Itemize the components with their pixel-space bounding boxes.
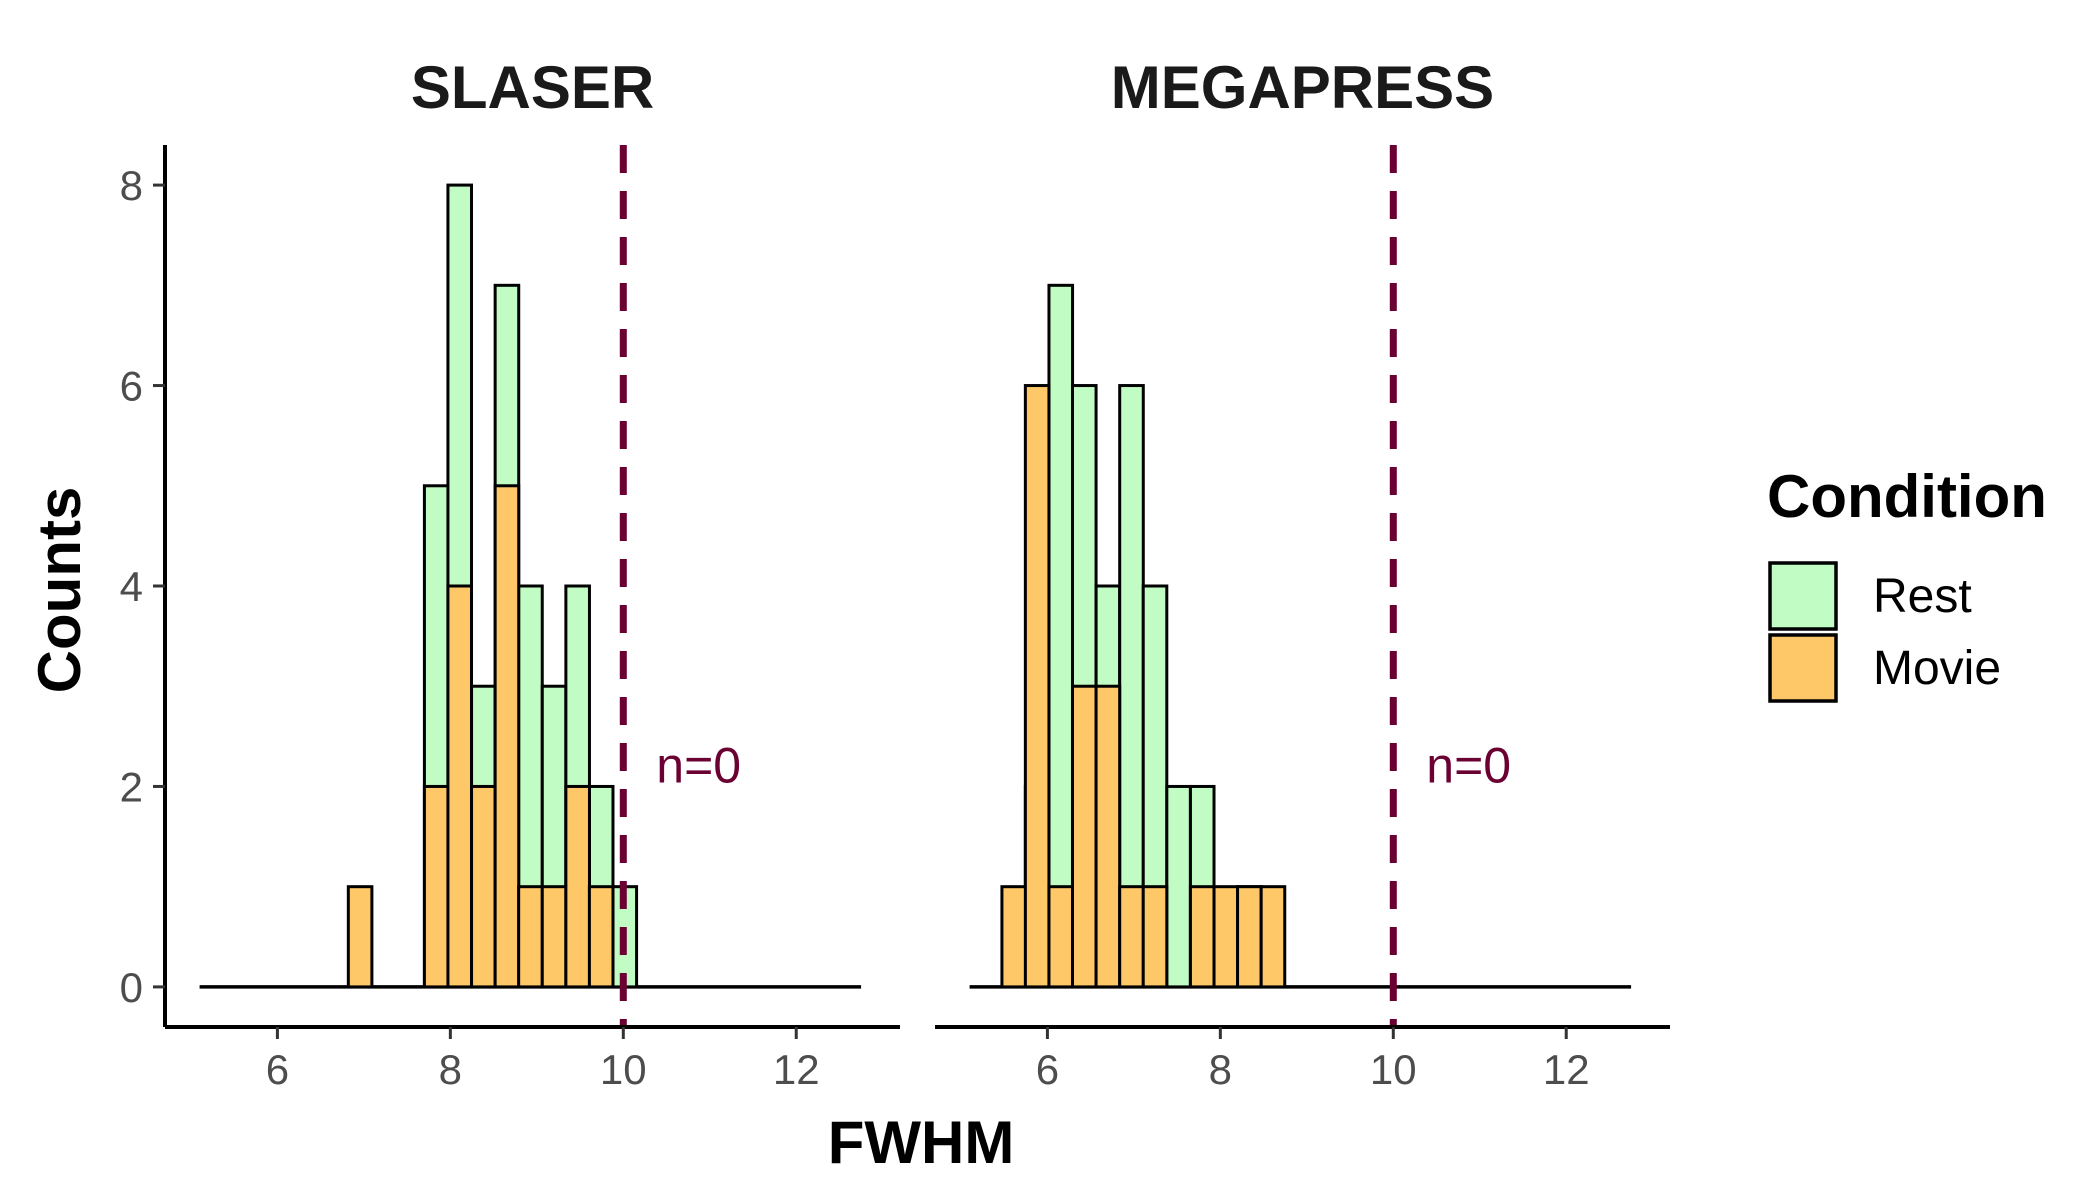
- y-axis-title: Counts: [26, 487, 93, 694]
- y-tick-label: 4: [120, 563, 143, 610]
- count-annotation: n=0: [1426, 737, 1511, 793]
- histogram-bar: [493, 484, 521, 989]
- histogram-bar: [1070, 684, 1098, 989]
- histogram-bar: [1023, 384, 1051, 989]
- x-tick-label: 10: [600, 1046, 647, 1093]
- histogram-bar: [1000, 885, 1028, 989]
- histogram-bar: [1047, 283, 1075, 989]
- panel-title: SLASER: [411, 54, 654, 121]
- x-tick-label: 10: [1370, 1046, 1417, 1093]
- legend: Condition Rest Movie: [1767, 463, 2047, 703]
- histogram-bar: [540, 885, 568, 989]
- legend-label-movie: Movie: [1873, 642, 2001, 695]
- x-axis-title: FWHM: [828, 1109, 1015, 1176]
- x-tick-label: 12: [773, 1046, 820, 1093]
- histogram-bar: [1094, 684, 1122, 989]
- legend-title: Condition: [1767, 463, 2047, 530]
- x-tick-label: 8: [1209, 1046, 1232, 1093]
- y-tick-label: 8: [120, 162, 143, 209]
- count-annotation: n=0: [656, 737, 741, 793]
- histogram-bar: [1165, 784, 1192, 989]
- histogram-bar: [517, 885, 544, 989]
- histogram-bar: [422, 784, 450, 989]
- histogram-bar: [446, 584, 474, 989]
- series-rest: [1023, 283, 1263, 989]
- x-tick-label: 6: [266, 1046, 289, 1093]
- histogram-bar: [1047, 885, 1075, 989]
- y-tick-label: 6: [120, 363, 143, 410]
- histogram-bar: [1118, 885, 1145, 989]
- legend-swatch-rest: [1768, 561, 1838, 631]
- panel-megapress: MEGAPRESS n=0 6 8 10 12: [935, 54, 1670, 1093]
- histogram-bar: [1236, 885, 1263, 989]
- series-movie: [1000, 384, 1287, 989]
- histogram-bar: [470, 784, 497, 989]
- histogram-bar: [346, 885, 374, 989]
- panel-slaser: SLASER n=0 6 8 10 12 0 2 4 6 8: [120, 54, 900, 1093]
- histogram-bar: [1212, 885, 1240, 989]
- legend-swatch-movie: [1768, 633, 1838, 703]
- x-tick-label: 12: [1543, 1046, 1590, 1093]
- y-tick-label: 0: [120, 964, 143, 1011]
- series-movie: [346, 484, 615, 989]
- histogram-bar: [587, 885, 615, 989]
- histogram-bar: [1259, 885, 1287, 989]
- panel-title: MEGAPRESS: [1111, 54, 1494, 121]
- x-tick-label: 6: [1036, 1046, 1059, 1093]
- histogram-bar: [1141, 885, 1169, 989]
- x-tick-label: 8: [439, 1046, 462, 1093]
- legend-label-rest: Rest: [1873, 570, 1972, 623]
- histogram-bar: [1188, 885, 1216, 989]
- histogram-bar: [564, 784, 591, 989]
- y-tick-label: 2: [120, 763, 143, 810]
